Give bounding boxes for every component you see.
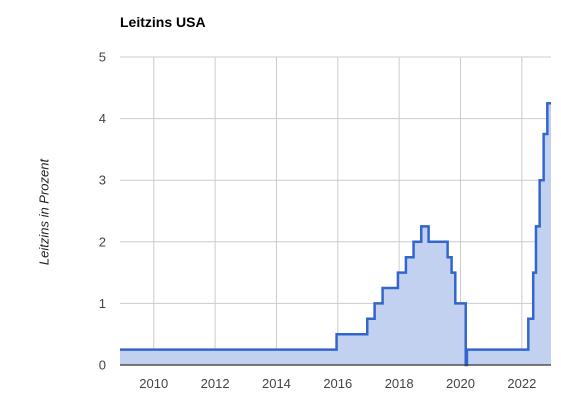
tick-labels: 0 1 2 3 4 5 2010 2012 2014 2016 2018 2020 2022 [99, 50, 537, 392]
y-tick-label: 5 [99, 50, 106, 65]
x-tick-label: 2016 [323, 376, 352, 391]
x-tick-label: 2018 [385, 376, 414, 391]
x-tick-label: 2012 [201, 376, 230, 391]
x-tick-label: 2014 [262, 376, 291, 391]
x-tick-label: 2010 [139, 376, 168, 391]
x-tick-label: 2020 [446, 376, 475, 391]
series-area [120, 103, 551, 365]
y-tick-label: 4 [99, 111, 106, 126]
y-tick-label: 1 [99, 296, 106, 311]
chart-title: Leitzins USA [120, 14, 206, 30]
series-area-fill [120, 103, 551, 365]
series-line-path [120, 101, 551, 367]
y-tick-label: 2 [99, 234, 106, 249]
y-tick-label: 0 [99, 358, 106, 373]
grid-lines [120, 56, 551, 365]
y-tick-label: 3 [99, 173, 106, 188]
x-tick-label: 2022 [507, 376, 536, 391]
series-line [120, 101, 551, 367]
